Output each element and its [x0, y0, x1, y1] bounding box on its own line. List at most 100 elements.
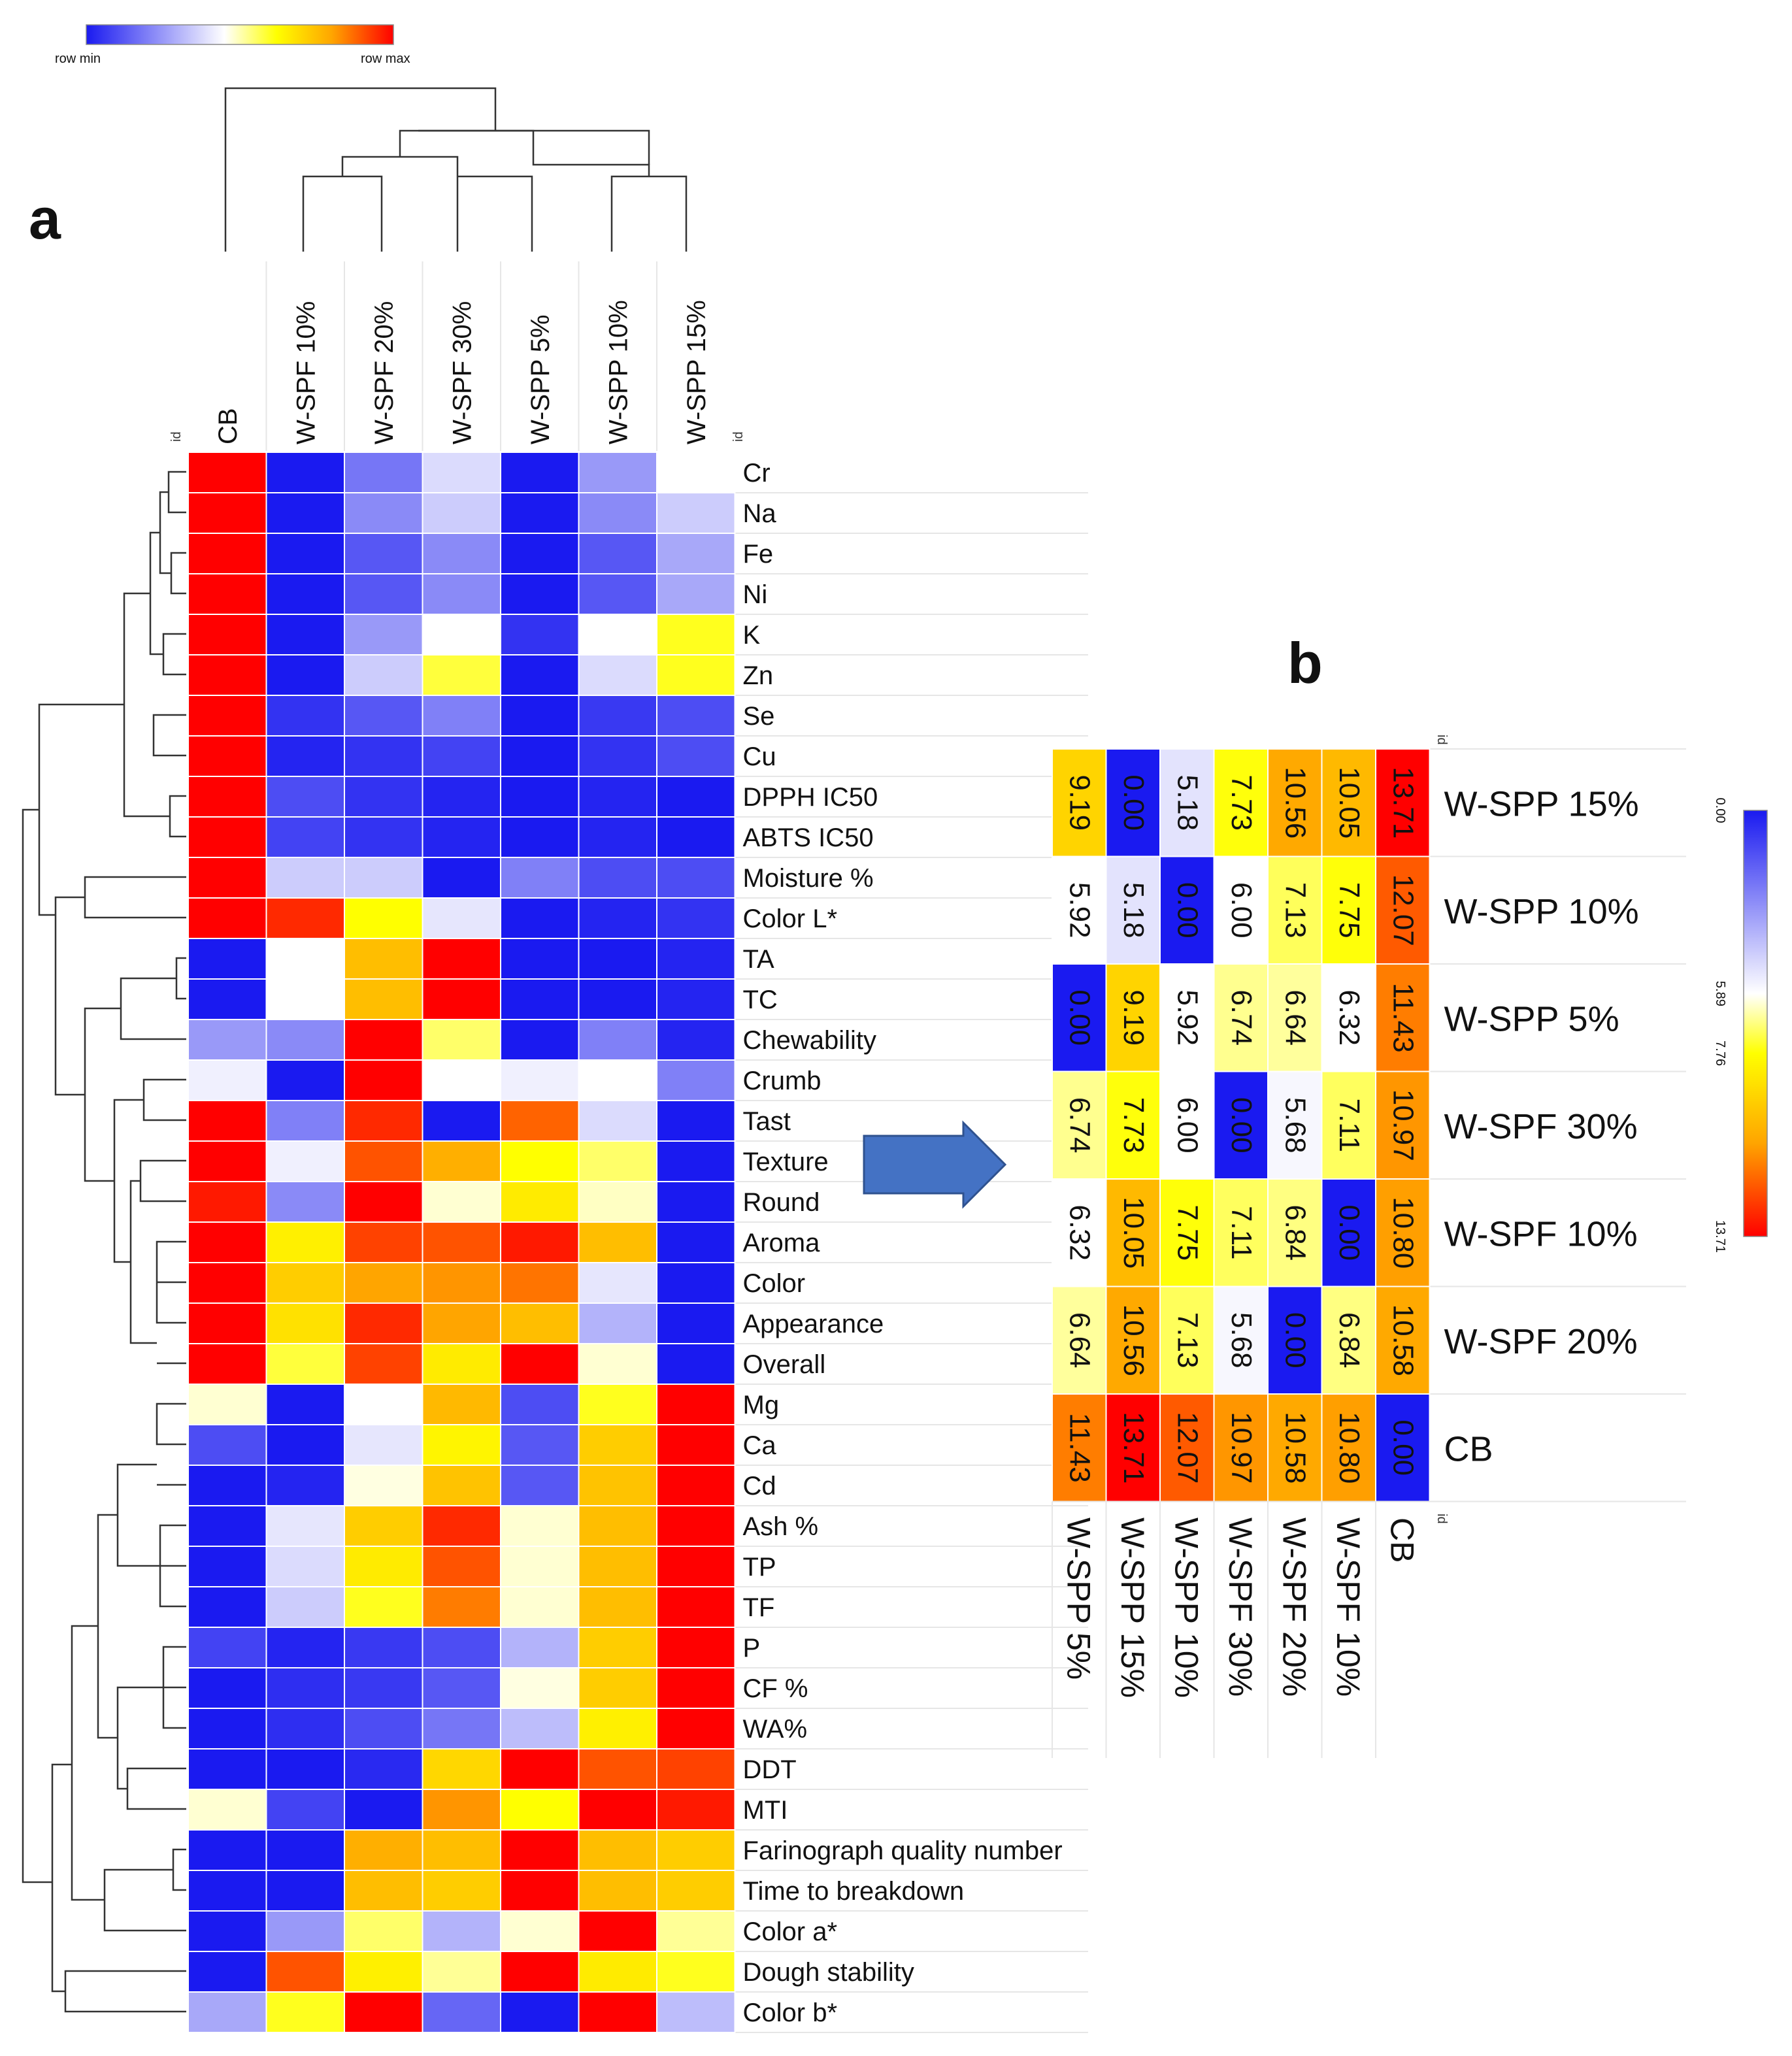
heatmap-b-column-label: W-SPP 5%: [1060, 1517, 1097, 1680]
heatmap-b-cell: [1267, 1285, 1323, 1395]
heatmap-a-cell: [656, 1627, 736, 1668]
heatmap-b-cell: [1267, 1393, 1323, 1502]
heatmap-a-cell: [422, 492, 501, 534]
heatmap-a-cell: [265, 1708, 345, 1749]
heatmap-a-row-label: Fe: [743, 540, 774, 569]
heatmap-a-cell: [265, 1586, 345, 1628]
heatmap-a-cell: [344, 1748, 423, 1790]
heatmap-a-cell: [422, 735, 501, 777]
heatmap-a-cell: [344, 1505, 423, 1547]
heatmap-a-cell: [422, 1100, 501, 1142]
heatmap-b-value: 9.19: [1063, 774, 1095, 831]
heatmap-b-value: 13.71: [1118, 1412, 1150, 1484]
heatmap-a-cell: [500, 1465, 580, 1506]
heatmap-a-cell: [422, 1910, 501, 1952]
colorbar-b-tick-label: 5.89: [1713, 981, 1727, 1006]
heatmap-b-value: 0.00: [1171, 882, 1203, 938]
heatmap-a-cell: [265, 573, 345, 615]
heatmap-a-cell: [265, 695, 345, 737]
heatmap-a-cell: [188, 1829, 267, 1871]
heatmap-b-column-label: W-SPF 20%: [1276, 1517, 1312, 1697]
heatmap-a-cell: [500, 1140, 580, 1182]
heatmap-a-cell: [500, 1262, 580, 1304]
heatmap-a-cell: [500, 735, 580, 777]
heatmap-a-row-label: DPPH IC50: [743, 783, 878, 812]
row-dendrogram: [22, 471, 186, 2013]
heatmap-a-cell: [344, 452, 423, 493]
heatmap-a-cell: [188, 1221, 267, 1263]
heatmap-a-cell: [188, 1140, 267, 1182]
colorbar-b-tick-label: 13.71: [1713, 1220, 1727, 1253]
heatmap-b-value: 7.13: [1279, 882, 1311, 938]
heatmap-a-cell: [500, 1708, 580, 1749]
heatmap-a-cell: [422, 776, 501, 818]
heatmap-a-cell: [656, 1221, 736, 1263]
heatmap-a-row-label: P: [743, 1634, 761, 1663]
heatmap-a-cell: [188, 1302, 267, 1344]
heatmap-a-cell: [265, 1262, 345, 1304]
heatmap-a-row-label: Color b*: [743, 1998, 838, 2027]
heatmap-a-cell: [578, 1100, 657, 1142]
heatmap-b-row-label: W-SPF 20%: [1444, 1322, 1638, 1361]
heatmap-b-value: 12.07: [1387, 874, 1419, 946]
heatmap-a-cell: [344, 897, 423, 939]
heatmap-a-cell: [656, 1910, 736, 1952]
heatmap-a-cell: [500, 1019, 580, 1061]
heatmap-a-cell: [344, 816, 423, 858]
heatmap-a-cell: [500, 1910, 580, 1952]
heatmap-a-cell: [265, 1748, 345, 1790]
heatmap-a-row-label: Overall: [743, 1350, 826, 1379]
heatmap-a-cell: [265, 533, 345, 574]
heatmap-a-cell: [656, 1343, 736, 1385]
heatmap-b-value: 5.68: [1225, 1312, 1257, 1368]
heatmap-a-cell: [422, 897, 501, 939]
heatmap-a-row-label: Tast: [743, 1107, 791, 1136]
heatmap-a-cell: [578, 938, 657, 980]
heatmap-a-row-label: Cr: [743, 459, 771, 488]
heatmap-a-cell: [578, 1059, 657, 1101]
heatmap-a-cell: [188, 1505, 267, 1547]
heatmap-b-cell: [1052, 963, 1107, 1072]
heatmap-a-cell: [422, 1424, 501, 1466]
heatmap-a-row-label: Crumb: [743, 1067, 821, 1095]
heatmap-a-cell: [500, 1302, 580, 1344]
heatmap-b-cell: [1159, 1070, 1215, 1180]
colorbar-a: [86, 24, 394, 45]
heatmap-a-row-label: Ca: [743, 1431, 777, 1460]
heatmap-a-cell: [500, 614, 580, 655]
heatmap-a-cell: [422, 1586, 501, 1628]
heatmap-a-cell: [265, 1789, 345, 1831]
heatmap-b-cell: [1159, 1178, 1215, 1287]
heatmap-b-row-label: W-SPF 10%: [1444, 1214, 1638, 1253]
heatmap-b-value: 5.92: [1171, 989, 1203, 1046]
heatmap-a-cell: [500, 654, 580, 696]
heatmap-a-cell: [500, 1667, 580, 1709]
heatmap-a-cell: [265, 1505, 345, 1547]
heatmap-b: 9.19 0.00 5.18 7.73 10.56 10.05 13.71 W-SPP 15%…: [1052, 748, 1686, 1758]
heatmap-a-cell: [422, 857, 501, 899]
heatmap-b-value: 0.00: [1118, 774, 1150, 831]
heatmap-a-column-label: W-SPP 10%: [604, 300, 633, 444]
heatmap-b-value: 10.58: [1279, 1412, 1311, 1484]
heatmap-b-cell: [1267, 1178, 1323, 1287]
heatmap-a-cell: [265, 1910, 345, 1952]
heatmap-a-cell: [188, 1181, 267, 1223]
heatmap-a-cell: [656, 735, 736, 777]
heatmap-a-cell: [188, 857, 267, 899]
heatmap-a-row-label: Color a*: [743, 1917, 838, 1946]
heatmap-a-cell: [422, 1748, 501, 1790]
heatmap-b-value: 10.80: [1333, 1412, 1365, 1484]
heatmap-b-row-label: CB: [1444, 1429, 1493, 1468]
heatmap-b-column-label: W-SPP 10%: [1168, 1517, 1204, 1698]
heatmap-a-column-label: W-SPF 10%: [291, 301, 320, 444]
heatmap-a-cell: [344, 1667, 423, 1709]
heatmap-b-value: 5.18: [1171, 774, 1203, 831]
heatmap-a-cell: [422, 452, 501, 493]
heatmap-a-cell: [265, 1181, 345, 1223]
heatmap-b-cell: [1267, 855, 1323, 965]
heatmap-a-cell: [578, 1343, 657, 1385]
heatmap-a-cell: [578, 1951, 657, 1993]
heatmap-a-cell: [578, 1829, 657, 1871]
heatmap-b-value: 7.73: [1225, 774, 1257, 831]
heatmap-a-cell: [188, 1059, 267, 1101]
